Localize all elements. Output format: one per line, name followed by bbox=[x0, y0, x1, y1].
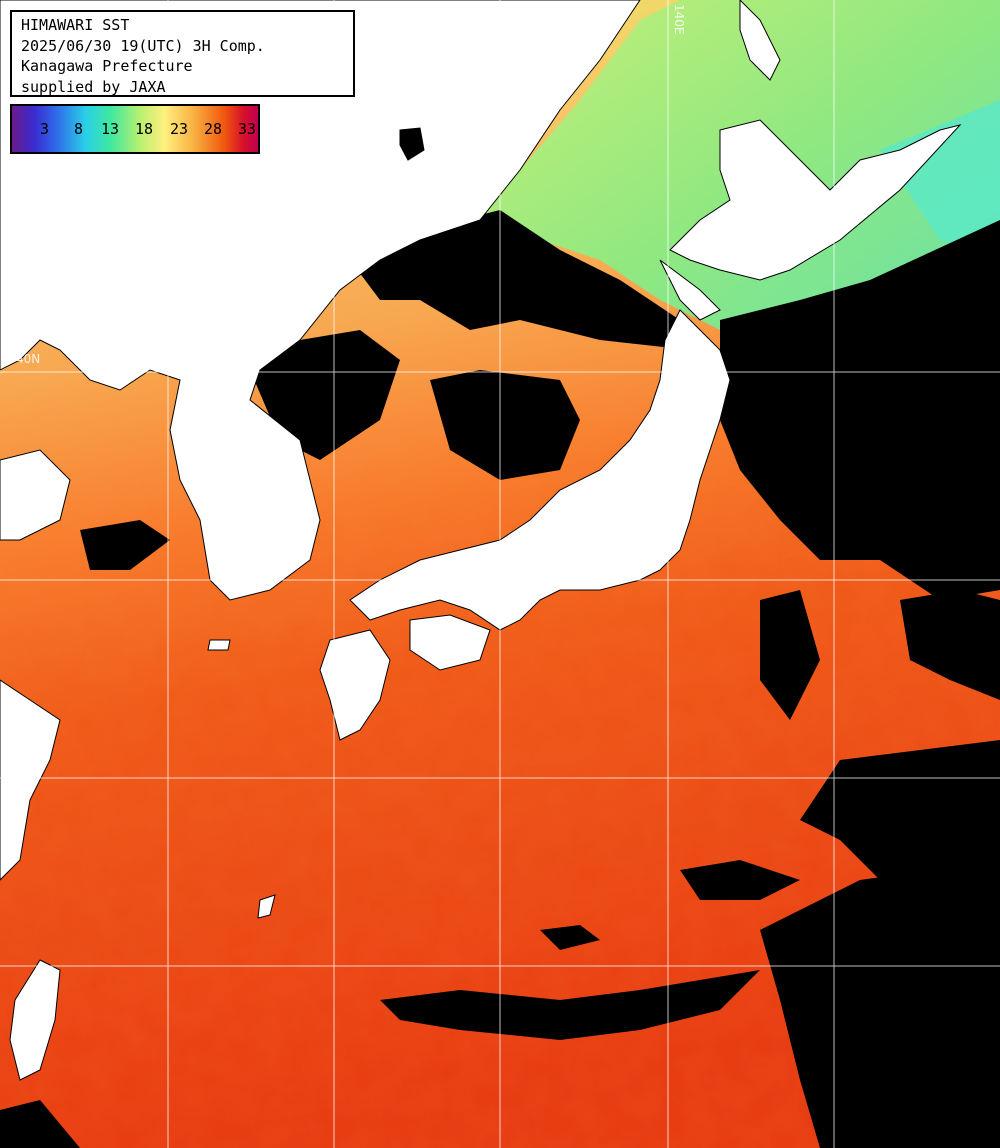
product-title: HIMAWARI SST bbox=[21, 16, 130, 34]
timestamp-label: 2025/06/30 19(UTC) 3H Comp. bbox=[21, 36, 265, 55]
grid-label-40n: 40N bbox=[16, 352, 41, 366]
temperature-legend: 3 8 13 18 23 28 33 bbox=[10, 104, 260, 154]
cloud-cover bbox=[0, 210, 1000, 1148]
legend-label: 33 bbox=[238, 120, 257, 138]
region-label: Kanagawa Prefecture bbox=[21, 57, 193, 75]
legend-label: 13 bbox=[101, 120, 120, 138]
map-info-box: HIMAWARI SST 2025/06/30 19(UTC) 3H Comp.… bbox=[10, 10, 355, 97]
legend-label: 28 bbox=[204, 120, 223, 138]
legend-label: 18 bbox=[135, 120, 154, 138]
legend-label: 8 bbox=[74, 120, 84, 138]
legend-label: 3 bbox=[40, 120, 50, 138]
attribution-label: supplied by JAXA bbox=[21, 77, 166, 96]
grid-label-30n: 30N bbox=[16, 760, 41, 774]
grid-label-140e: 140E bbox=[672, 4, 686, 35]
legend-label: 23 bbox=[170, 120, 189, 138]
